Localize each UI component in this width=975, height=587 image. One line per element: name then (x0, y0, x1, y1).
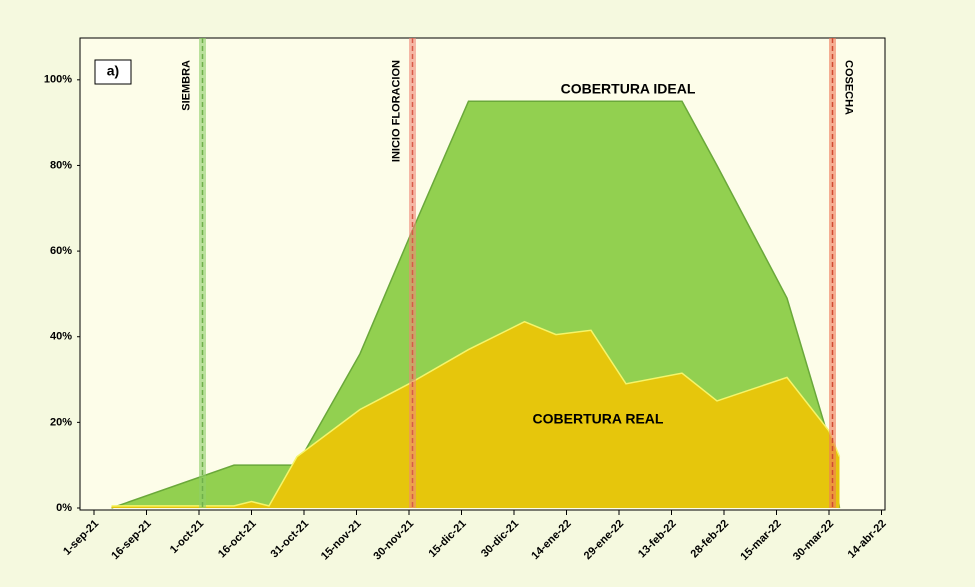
area-line (111, 320, 841, 507)
y-tick-label: 0% (56, 502, 72, 514)
area-line (111, 100, 841, 509)
marker-label: COSECHA (843, 60, 855, 115)
area-fill (111, 321, 840, 508)
y-tick-label: 20% (50, 416, 72, 428)
panel-box (94, 59, 132, 85)
marker-label: SIEMBRA (180, 60, 192, 111)
y-tick-label: 100% (44, 74, 72, 86)
series-label: COBERTURA IDEAL (561, 81, 696, 97)
marker-label: INICIO FLORACION (390, 60, 402, 162)
plot-layer (77, 38, 885, 515)
series-label: COBERTURA REAL (533, 411, 664, 427)
panel-label: a) (107, 63, 119, 79)
y-tick-label: 60% (50, 245, 72, 257)
y-tick-label: 80% (50, 159, 72, 171)
y-tick-label: 40% (50, 331, 72, 343)
